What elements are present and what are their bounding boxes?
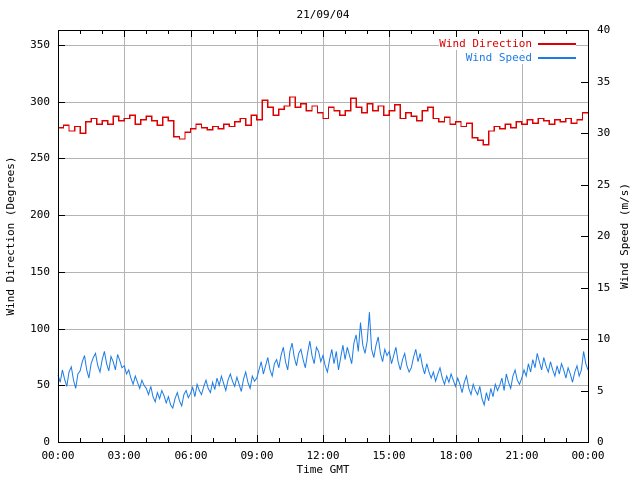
right-y-tick-label: 25 (597, 178, 611, 191)
right-y-tick-label: 15 (597, 281, 611, 294)
x-tick-label: 00:00 (41, 449, 75, 462)
legend-entry-wind-direction: Wind Direction (439, 37, 576, 50)
legend-entry-wind-speed: Wind Speed (465, 51, 576, 64)
gridlines (58, 30, 588, 442)
left-y-tick-label: 250 (30, 151, 50, 164)
right-y-tick-label: 20 (597, 229, 611, 242)
x-tick-label: 06:00 (174, 449, 208, 462)
x-tick-label: 15:00 (372, 449, 406, 462)
left-y-tick-label: 200 (30, 208, 50, 221)
x-tick-label: 12:00 (306, 449, 340, 462)
x-tick-label: 21:00 (505, 449, 539, 462)
left-y-tick-label: 300 (30, 95, 50, 108)
wind-speed-series (57, 312, 589, 410)
x-axis-label: Time GMT (296, 463, 350, 476)
legend-line-sample-blue (538, 56, 576, 59)
legend-label: Wind Speed (465, 51, 532, 64)
right-y-tick-label: 5 (597, 384, 604, 397)
right-y-tick-label: 35 (597, 75, 611, 88)
x-tick-label: 18:00 (439, 449, 473, 462)
x-tick-label: 03:00 (107, 449, 141, 462)
x-tick-label: 00:00 (571, 449, 605, 462)
left-y-tick-label: 350 (30, 38, 50, 51)
right-y-tick-label: 40 (597, 23, 611, 36)
right-y-tick-label: 10 (597, 332, 611, 345)
right-y-tick-label: 30 (597, 126, 611, 139)
left-y-tick-label: 50 (36, 378, 50, 391)
x-tick-label: 09:00 (240, 449, 274, 462)
plot-title: 21/09/04 (296, 8, 350, 21)
plot-frame (58, 30, 589, 443)
left-y-tick-label: 150 (30, 265, 50, 278)
legend-label: Wind Direction (439, 37, 532, 50)
right-y-tick-label: 0 (597, 435, 604, 448)
legend-line-sample-red (538, 42, 576, 45)
wind-direction-series (58, 96, 588, 146)
left-y-tick-label: 100 (30, 322, 50, 335)
left-y-tick-label: 0 (43, 435, 50, 448)
